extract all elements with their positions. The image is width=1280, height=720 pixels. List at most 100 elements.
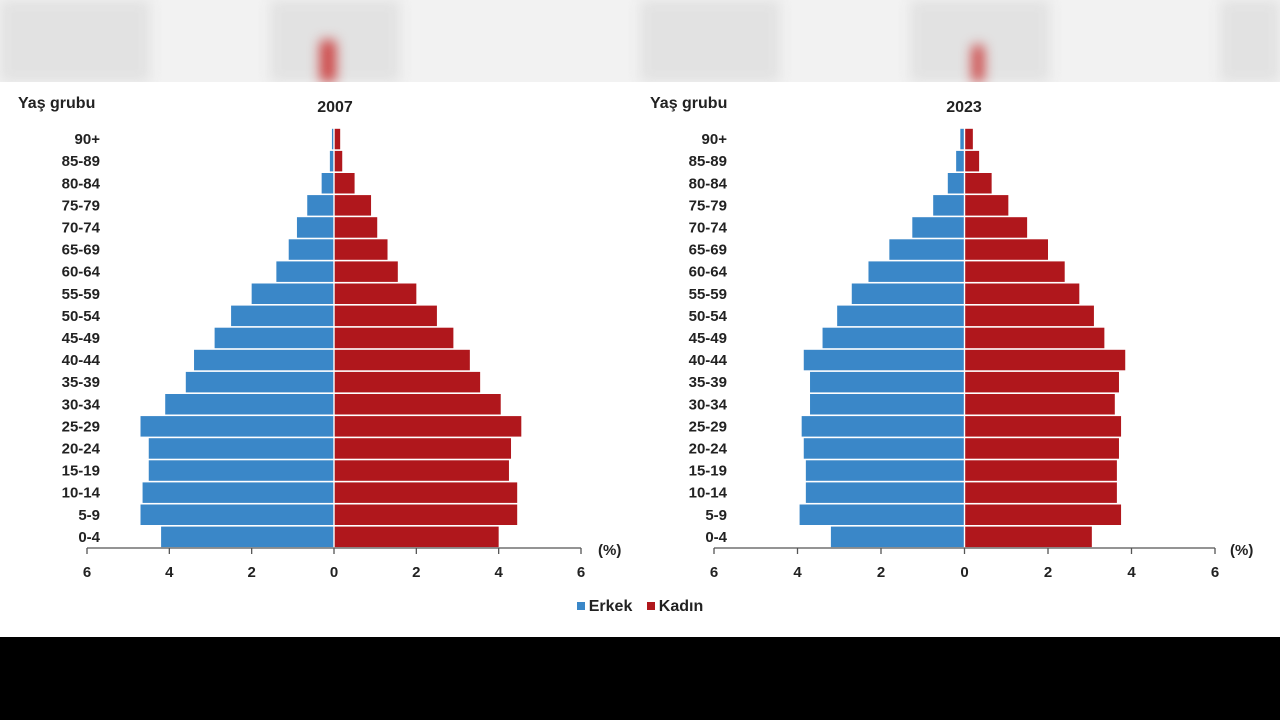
legend-item-male: Erkek bbox=[576, 598, 633, 616]
y-tick-label: 0-4 bbox=[705, 529, 727, 546]
bar-male-0-4 bbox=[830, 526, 965, 548]
y-tick-label: 50-54 bbox=[689, 308, 728, 325]
bar-male-20-24 bbox=[803, 438, 965, 459]
pyramid-chart-2023: 2023 Yaş grubu 90+ 85-89 80-84 75-79 70-74 65-6… bbox=[650, 95, 1253, 581]
y-tick-label: 65-69 bbox=[689, 242, 727, 259]
y-tick-label: 30-34 bbox=[62, 396, 101, 413]
bar-male-35-39 bbox=[810, 371, 965, 393]
y-tick-label: 85-89 bbox=[62, 153, 100, 170]
bar-female-45-49 bbox=[964, 327, 1105, 349]
bar-female-40-44 bbox=[964, 349, 1126, 371]
bar-male-70-74 bbox=[912, 217, 965, 238]
bar-female-10-14 bbox=[334, 482, 518, 503]
population-pyramid-charts: 2007 Yaş grubu 90+ 85-89 80-84 75-79 70-74 65-6… bbox=[18, 95, 1253, 581]
bar-female-15-19 bbox=[964, 460, 1117, 481]
bar-female-5-9 bbox=[964, 504, 1122, 525]
bar-female-35-39 bbox=[334, 371, 481, 393]
bar-male-30-34 bbox=[165, 394, 334, 415]
legend-swatch-female bbox=[646, 602, 655, 610]
bar-female-30-34 bbox=[334, 394, 501, 415]
bar-female-80-84 bbox=[334, 173, 355, 194]
y-tick-label: 55-59 bbox=[62, 286, 100, 303]
y-tick-label: 50-54 bbox=[62, 308, 101, 325]
blur-shape bbox=[1220, 0, 1280, 82]
x-tick-label: 6 bbox=[710, 564, 718, 581]
bar-female-50-54 bbox=[334, 305, 437, 327]
bar-male-25-29 bbox=[140, 416, 334, 437]
y-tick-label: 15-19 bbox=[62, 463, 100, 480]
bar-male-80-84 bbox=[947, 173, 965, 194]
bar-female-50-54 bbox=[964, 305, 1094, 327]
bar-male-60-64 bbox=[276, 261, 334, 282]
bar-female-85-89 bbox=[334, 150, 343, 172]
bar-female-60-64 bbox=[334, 261, 398, 282]
legend-swatch-male bbox=[576, 602, 585, 610]
x-tick-label: 0 bbox=[330, 564, 338, 581]
bar-female-90+ bbox=[964, 128, 973, 150]
bar-male-90+ bbox=[331, 128, 334, 150]
bar-female-35-39 bbox=[964, 371, 1119, 393]
x-tick-label: 2 bbox=[412, 564, 420, 581]
bar-male-40-44 bbox=[194, 349, 334, 371]
x-tick-label: 4 bbox=[793, 564, 802, 581]
bar-male-55-59 bbox=[851, 283, 965, 304]
y-tick-label: 75-79 bbox=[689, 197, 727, 214]
y-tick-label: 60-64 bbox=[62, 264, 101, 281]
bar-male-50-54 bbox=[837, 305, 965, 327]
blur-shape bbox=[0, 0, 150, 82]
bar-female-85-89 bbox=[964, 150, 980, 172]
bar-male-75-79 bbox=[933, 195, 965, 216]
y-tick-label: 5-9 bbox=[705, 507, 727, 524]
bar-female-0-4 bbox=[334, 526, 499, 548]
bar-male-5-9 bbox=[140, 504, 334, 525]
bar-male-65-69 bbox=[889, 239, 965, 260]
bar-female-55-59 bbox=[964, 283, 1080, 304]
bar-female-80-84 bbox=[964, 173, 992, 194]
bar-female-25-29 bbox=[964, 416, 1122, 437]
y-axis-title: Yaş grubu bbox=[650, 95, 727, 112]
bar-female-55-59 bbox=[334, 283, 417, 304]
bar-female-20-24 bbox=[964, 438, 1119, 459]
legend-label-male: Erkek bbox=[588, 598, 633, 615]
bar-male-10-14 bbox=[805, 482, 965, 503]
bar-male-25-29 bbox=[801, 416, 965, 437]
bar-male-80-84 bbox=[321, 173, 334, 194]
bar-female-45-49 bbox=[334, 327, 454, 349]
y-tick-label: 70-74 bbox=[62, 219, 101, 236]
y-tick-label: 35-39 bbox=[62, 374, 100, 391]
y-tick-label: 45-49 bbox=[689, 330, 727, 347]
y-tick-label: 80-84 bbox=[689, 175, 728, 192]
y-tick-label: 40-44 bbox=[689, 352, 728, 369]
bar-male-10-14 bbox=[142, 482, 334, 503]
bar-male-40-44 bbox=[803, 349, 965, 371]
y-tick-label: 35-39 bbox=[689, 374, 727, 391]
bar-female-75-79 bbox=[334, 195, 372, 216]
bar-male-30-34 bbox=[810, 394, 965, 415]
y-tick-label: 90+ bbox=[702, 131, 728, 148]
x-tick-label: 4 bbox=[1127, 564, 1136, 581]
y-axis-title: Yaş grubu bbox=[18, 95, 95, 112]
bar-male-90+ bbox=[960, 128, 965, 150]
bar-male-75-79 bbox=[307, 195, 334, 216]
bar-female-15-19 bbox=[334, 460, 509, 481]
y-tick-label: 10-14 bbox=[62, 485, 101, 502]
y-tick-label: 20-24 bbox=[62, 440, 101, 457]
bar-male-50-54 bbox=[231, 305, 334, 327]
chart-area: 2007 Yaş grubu 90+ 85-89 80-84 75-79 70-74 65-6… bbox=[0, 82, 1280, 637]
y-tick-label: 0-4 bbox=[78, 529, 100, 546]
y-tick-label: 30-34 bbox=[689, 396, 728, 413]
chart-title: 2007 bbox=[317, 99, 353, 116]
y-tick-label: 25-29 bbox=[689, 418, 727, 435]
y-tick-label: 5-9 bbox=[78, 507, 100, 524]
y-tick-label: 80-84 bbox=[62, 175, 101, 192]
y-tick-label: 25-29 bbox=[62, 418, 100, 435]
blur-shape bbox=[320, 40, 336, 82]
bar-male-85-89 bbox=[956, 150, 965, 172]
legend-label-female: Kadın bbox=[658, 598, 704, 615]
y-tick-label: 90+ bbox=[75, 131, 101, 148]
bar-male-45-49 bbox=[214, 327, 334, 349]
bar-male-85-89 bbox=[329, 150, 334, 172]
bar-male-55-59 bbox=[251, 283, 334, 304]
bar-female-20-24 bbox=[334, 438, 512, 459]
y-tick-label: 65-69 bbox=[62, 242, 100, 259]
